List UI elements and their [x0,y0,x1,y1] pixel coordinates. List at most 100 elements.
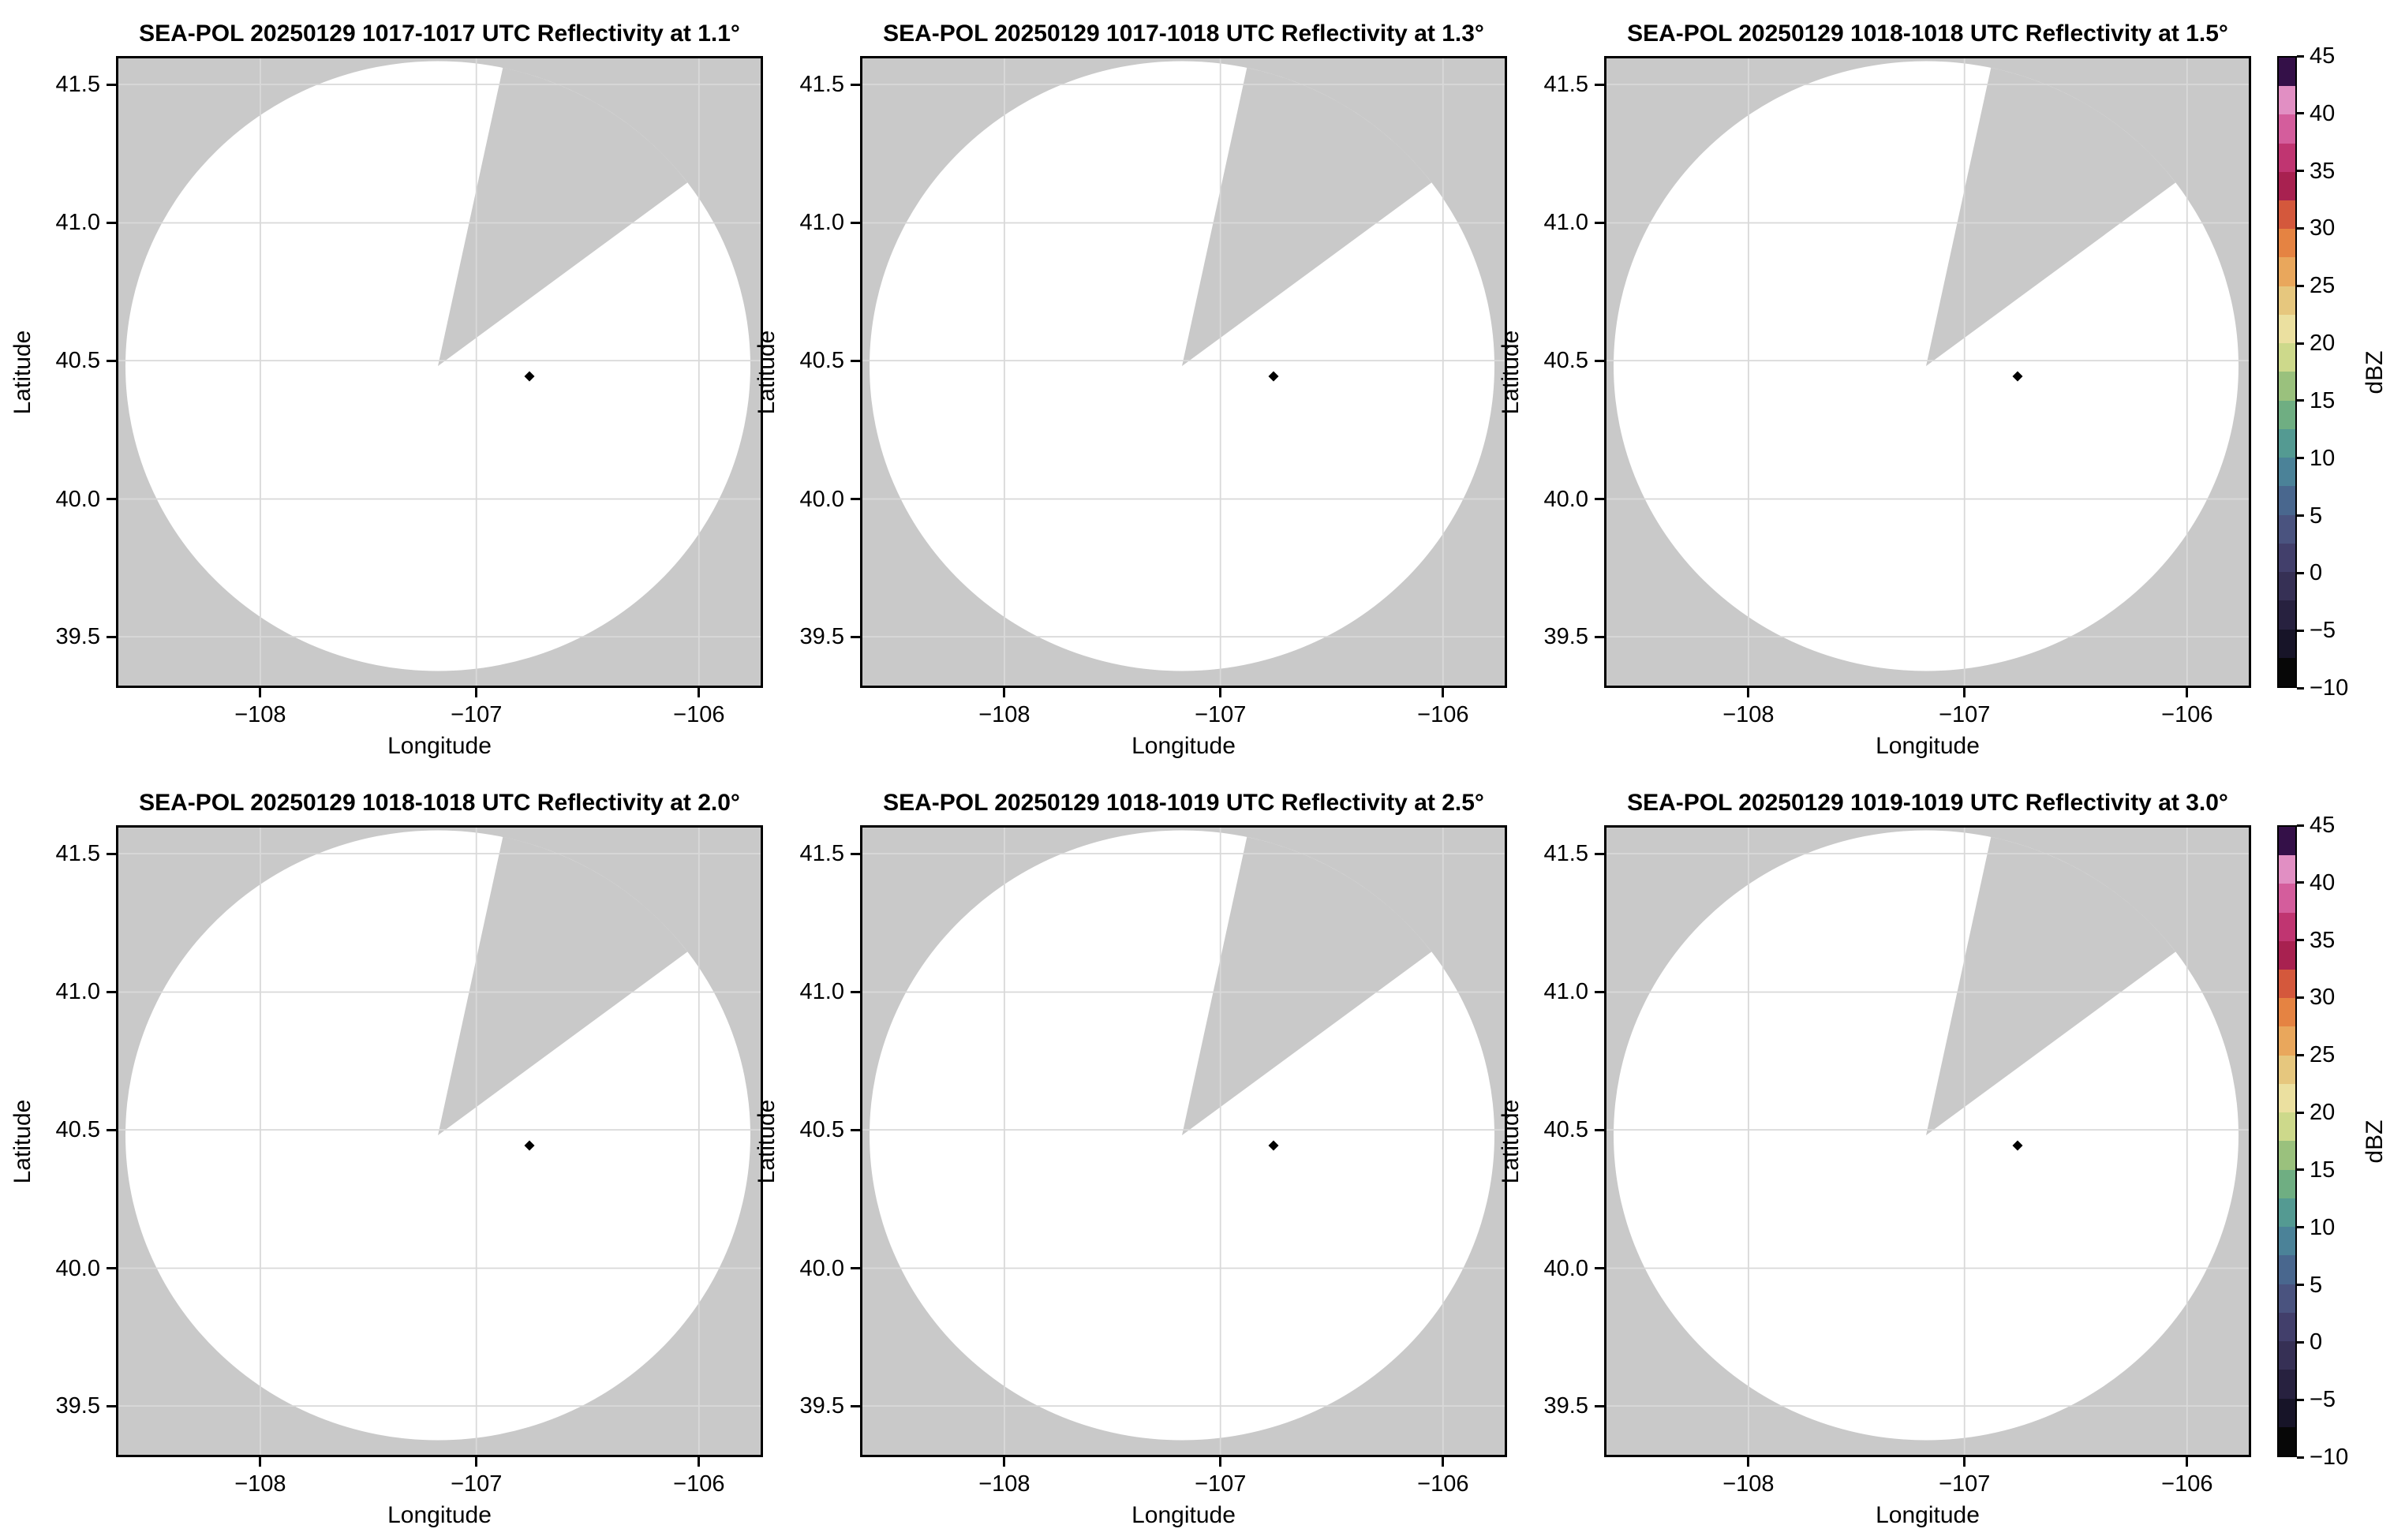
colorbar-tick-label: −5 [2310,1387,2336,1413]
missing-sector-wedge [1182,836,1432,1135]
colorbar-tick-mark [2297,1284,2304,1287]
colorbar-tick-label: 40 [2310,100,2336,126]
x-tick-label: −107 [451,1471,503,1497]
colorbar-tick-mark [2297,1053,2304,1056]
y-tick-label: 40.0 [1543,1255,1588,1281]
y-tick-mark [851,635,860,638]
subplot-4 [116,825,763,1457]
y-tick-label: 40.0 [799,1255,844,1281]
colorbar-segment [2279,884,2295,913]
y-tick-label: 39.5 [1543,624,1588,650]
x-tick-mark [1003,1457,1006,1467]
colorbar-segment [2279,1198,2295,1228]
y-tick-label: 40.5 [799,348,844,374]
colorbar-segment [2279,1055,2295,1084]
x-tick-mark [1747,688,1750,697]
y-tick-label: 40.0 [55,486,100,512]
colorbar-segment [2279,1169,2295,1198]
colorbar-tick-label: 20 [2310,331,2336,357]
subplot-1-title: SEA-POL 20250129 1017-1017 UTC Reflectiv… [139,21,740,47]
colorbar-tick-mark [2297,399,2304,402]
colorbar-tick-label: 40 [2310,869,2336,895]
colorbar-tick-label: 30 [2310,985,2336,1011]
y-tick-mark [107,1404,116,1407]
colorbar-segment [2279,229,2295,258]
plot-border [116,56,763,688]
plot-border [1604,56,2251,688]
y-tick-mark [107,1267,116,1269]
colorbar-tick-mark [2297,996,2304,999]
colorbar-tick-mark [2297,629,2304,632]
colorbar-tick-label: 20 [2310,1100,2336,1126]
colorbar-segment [2279,855,2295,884]
colorbar-segment [2279,486,2295,515]
colorbar-tick-label: 25 [2310,1042,2336,1068]
x-tick-label: −107 [1939,1471,1991,1497]
colorbar-tick-label: 35 [2310,927,2336,953]
colorbar-tick-mark [2297,824,2304,827]
gridlines [860,56,1507,688]
colorbar-tick-mark [2297,1226,2304,1229]
y-axis-label: Latitude [9,330,36,414]
plot-border [1604,825,2251,1457]
colorbar-tick-label: −10 [2310,675,2349,701]
colorbar-segment [2279,143,2295,172]
y-tick-mark [1595,990,1604,993]
y-tick-label: 39.5 [1543,1393,1588,1419]
x-tick-label: −108 [978,702,1030,727]
colorbar-segment [2279,171,2295,201]
x-tick-mark [475,688,478,697]
y-tick-label: 41.0 [1543,979,1588,1005]
subplot-6 [1604,825,2251,1457]
colorbar-segment [2279,314,2295,344]
y-tick-mark [107,83,116,86]
colorbar-segment [2279,998,2295,1027]
y-tick-label: 41.0 [799,210,844,236]
colorbar-tick-mark [2297,54,2304,58]
y-tick-label: 40.0 [55,1255,100,1281]
y-tick-mark [107,852,116,855]
y-tick-mark [851,1267,860,1269]
colorbar-tick-label: 0 [2310,560,2323,586]
plot-border [116,825,763,1457]
x-tick-label: −108 [234,1471,286,1497]
gridlines [1604,56,2251,688]
y-tick-mark [1595,635,1604,638]
colorbar-segment [2279,1370,2295,1399]
subplot-2-title: SEA-POL 20250129 1017-1018 UTC Reflectiv… [883,21,1484,47]
y-tick-label: 40.0 [1543,486,1588,512]
x-tick-mark [2186,688,2189,697]
subplot-4-title: SEA-POL 20250129 1018-1018 UTC Reflectiv… [139,790,740,816]
subplot-3-plot-area [1604,56,2251,688]
colorbar-segment [2279,1398,2295,1427]
x-tick-mark [2186,1457,2189,1467]
colorbar-tick-label: 0 [2310,1329,2323,1355]
missing-sector-wedge [1926,836,2176,1135]
x-axis-label: Longitude [1131,1502,1236,1528]
colorbar-segment [2279,286,2295,315]
x-tick-label: −107 [1939,702,1991,727]
x-tick-mark [1963,688,1966,697]
colorbar-tick-label: 5 [2310,503,2323,529]
gridlines [116,825,763,1457]
y-tick-mark [1595,852,1604,855]
colorbar-tick-mark [2297,881,2304,884]
y-axis-label: Latitude [1498,1099,1524,1183]
subplot-1-plot-area [116,56,763,688]
colorbar-segment [2279,1112,2295,1142]
x-tick-mark [1747,1457,1750,1467]
y-tick-mark [851,359,860,362]
colorbar-segment [2279,629,2295,658]
colorbar-segment [2279,114,2295,144]
y-tick-label: 41.5 [55,72,100,98]
colorbar-segment [2279,543,2295,573]
y-tick-mark [851,1404,860,1407]
y-axis-label: Latitude [1498,330,1524,414]
plot-border [860,825,1507,1457]
x-tick-mark [259,688,262,697]
colorbar-segment [2279,1083,2295,1113]
y-tick-label: 41.0 [799,979,844,1005]
y-tick-label: 39.5 [799,624,844,650]
subplot-5-plot-area [860,825,1507,1457]
radar-site-marker [2012,1140,2023,1151]
